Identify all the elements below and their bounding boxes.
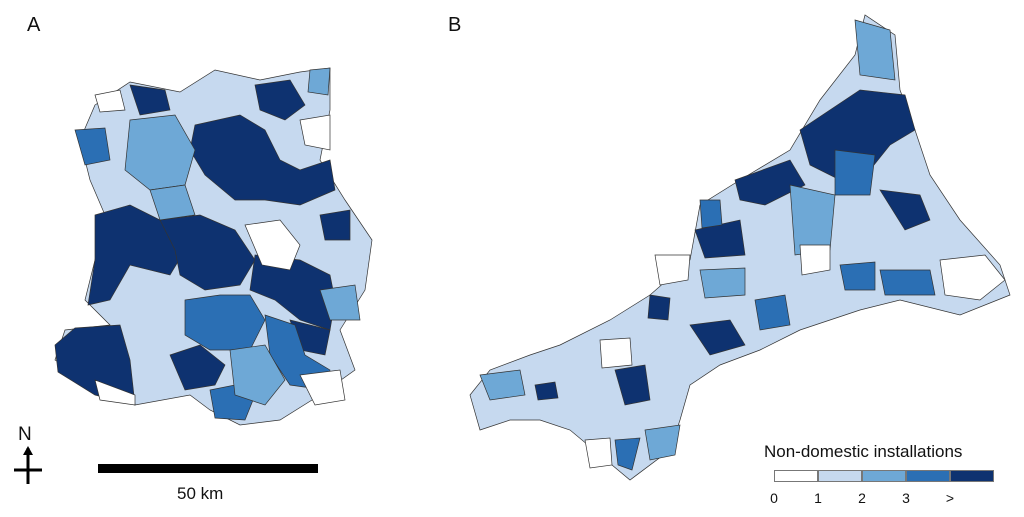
- map-a-region: [307, 67, 331, 96]
- map-b-region: [614, 437, 641, 471]
- legend-swatches: [774, 470, 994, 482]
- map-a: [54, 67, 373, 426]
- map-a-region: [229, 344, 286, 406]
- map-a-region: [159, 214, 256, 291]
- map-a-region: [129, 84, 171, 116]
- legend-swatch: [818, 470, 862, 482]
- legend: Non-domestic installations 0 1 2 3 >: [760, 442, 1000, 512]
- map-b-region: [854, 19, 896, 81]
- map-a-region: [319, 284, 361, 321]
- map-b-region: [699, 199, 723, 229]
- legend-swatch: [862, 470, 906, 482]
- legend-title: Non-domestic installations: [764, 442, 963, 461]
- legend-labels: 0 1 2 3 >: [770, 490, 994, 506]
- map-b-region: [647, 294, 671, 321]
- map-b-region: [644, 424, 681, 461]
- map-b-region: [694, 219, 746, 259]
- map-b-region: [799, 89, 916, 181]
- panel-label-b: B: [448, 14, 462, 36]
- map-b-region: [614, 364, 651, 406]
- legend-swatch: [906, 470, 950, 482]
- map-a-region: [254, 79, 306, 121]
- map-a-region: [169, 344, 226, 391]
- map-a-region: [94, 379, 136, 406]
- scale-bar-label: 50 km: [177, 484, 224, 503]
- map-b-region: [734, 159, 806, 206]
- map-a-region: [244, 219, 301, 271]
- map-b-region: [879, 269, 936, 296]
- legend-swatch: [774, 470, 818, 482]
- map-a-region: [299, 114, 331, 151]
- map-a-region: [74, 127, 111, 166]
- map-a-region: [149, 184, 196, 221]
- map-b-region: [699, 267, 746, 299]
- panel-label-a: A: [27, 14, 41, 36]
- map-a-region: [184, 294, 266, 351]
- legend-label: 2: [858, 490, 866, 506]
- north-arrow-icon: [14, 446, 42, 484]
- map-b-region: [754, 294, 791, 331]
- map-a-region: [189, 114, 336, 206]
- map-b-region: [599, 337, 633, 369]
- map-b-region: [939, 254, 1006, 301]
- map-b-region: [834, 149, 876, 196]
- map-a-region: [94, 89, 126, 113]
- map-b-region: [789, 184, 836, 256]
- north-letter: N: [18, 424, 32, 445]
- legend-label: >: [945, 490, 955, 506]
- map-a-region: [54, 324, 136, 406]
- map-b-region: [654, 254, 691, 286]
- map-a-region: [319, 209, 351, 241]
- map-b-region: [689, 319, 746, 356]
- map-b-region: [584, 437, 613, 469]
- legend-label: 0: [770, 490, 778, 506]
- map-a-region: [299, 369, 346, 406]
- map-a-region: [87, 204, 186, 306]
- legend-label: 3: [902, 490, 910, 506]
- scale-bar: [98, 464, 318, 473]
- map-b-region: [799, 244, 831, 276]
- map-b-region: [839, 261, 876, 291]
- north-arrow: N: [14, 424, 44, 488]
- map-b-region: [479, 369, 526, 401]
- map-b-region: [879, 189, 931, 231]
- map-b: [469, 14, 1011, 481]
- legend-label: 1: [814, 490, 822, 506]
- map-b-region: [534, 381, 559, 401]
- legend-swatch: [950, 470, 994, 482]
